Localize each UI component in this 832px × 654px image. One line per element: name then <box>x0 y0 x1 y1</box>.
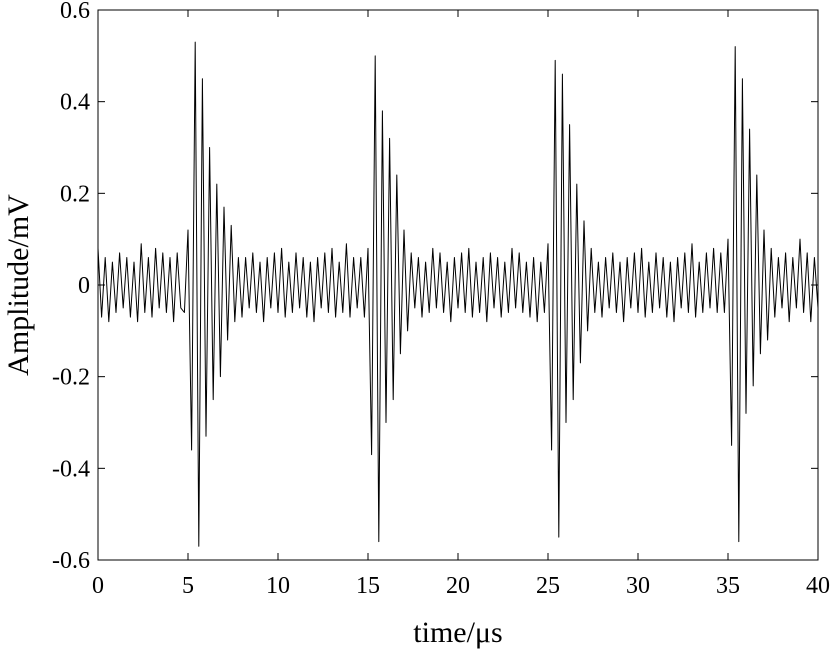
x-tick-label: 20 <box>446 573 470 599</box>
x-tick-label: 35 <box>716 573 740 599</box>
y-tick-label: 0.2 <box>60 181 90 207</box>
y-tick-label: 0 <box>78 273 90 299</box>
y-axis-label: Amplitude/mV <box>2 194 35 376</box>
plot-frame <box>97 9 819 561</box>
signal-line <box>97 41 819 547</box>
x-tick-label: 40 <box>806 573 830 599</box>
x-tick-label: 0 <box>92 573 104 599</box>
y-tick-label: -0.4 <box>52 456 90 482</box>
y-tick-label: -0.6 <box>52 548 90 574</box>
x-tick-label: 25 <box>536 573 560 599</box>
x-tick-label: 10 <box>266 573 290 599</box>
x-tick-label: 15 <box>356 573 380 599</box>
y-tick-label: 0.6 <box>60 0 90 24</box>
x-tick-label: 30 <box>626 573 650 599</box>
x-axis-label: time/μs <box>413 616 502 649</box>
x-tick-label: 5 <box>182 573 194 599</box>
y-tick-label: 0.4 <box>60 90 90 116</box>
y-tick-label: -0.2 <box>52 365 90 391</box>
